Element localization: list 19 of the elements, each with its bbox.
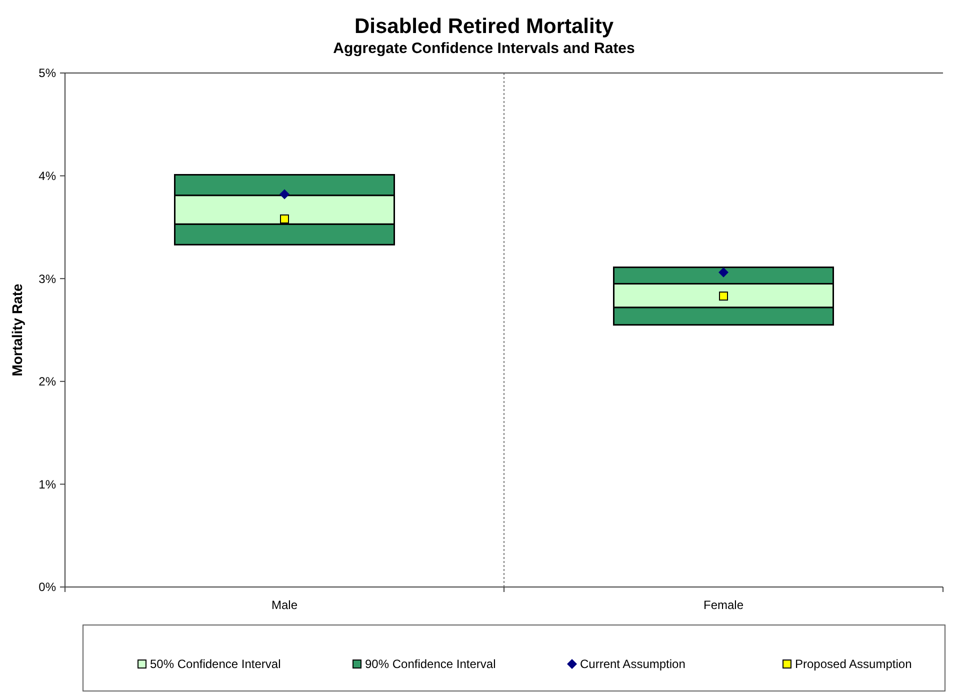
legend-label: Proposed Assumption — [795, 657, 912, 672]
x-tick-label: Male — [271, 598, 298, 612]
legend-label: Current Assumption — [580, 657, 686, 672]
point — [280, 189, 290, 200]
y-tick-label: 4% — [38, 169, 56, 183]
y-tick-label: 3% — [38, 272, 56, 286]
point — [718, 267, 728, 278]
y-axis-title: Mortality Rate — [9, 284, 25, 376]
point — [719, 292, 728, 301]
y-tick-label: 1% — [38, 477, 56, 492]
legend-label: 50% Confidence Interval — [150, 657, 281, 672]
chart-title: Disabled Retired Mortality — [354, 15, 614, 38]
y-tick-label: 0% — [38, 580, 56, 594]
point — [280, 214, 289, 224]
y-tick-label: 2% — [38, 374, 56, 389]
x-tick-label: Female — [703, 598, 744, 612]
y-tick-label: 5% — [38, 66, 56, 80]
legend-label: 90% Confidence Interval — [365, 657, 496, 672]
chart-subtitle: Aggregate Confidence Intervals and Rates — [333, 40, 635, 57]
